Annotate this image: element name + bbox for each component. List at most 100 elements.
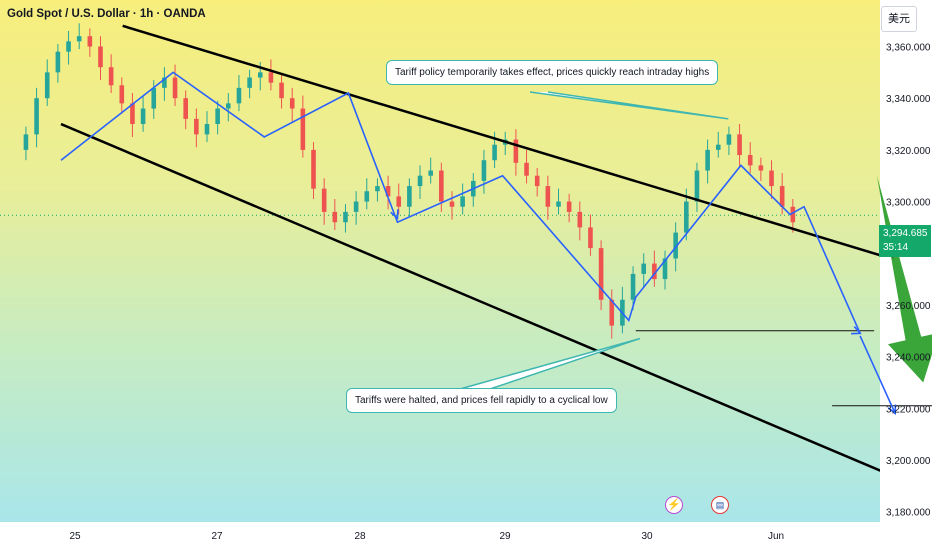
candle-body (407, 186, 412, 207)
x-tick-label: 30 (641, 531, 653, 542)
candle-body (588, 227, 593, 249)
candle-body (172, 77, 178, 99)
candle-body (140, 108, 146, 125)
candle-body (55, 51, 61, 73)
candle-body (769, 170, 774, 187)
x-tick-label: 29 (499, 531, 511, 542)
candle-body (694, 170, 700, 202)
candle-body (183, 98, 188, 119)
candle-body (779, 186, 785, 207)
candle-body (76, 36, 82, 42)
x-tick-label: 28 (354, 531, 366, 542)
candle-body (279, 82, 284, 99)
y-tick-label: 3,220.000 (886, 404, 931, 415)
path-arrowhead (390, 209, 399, 220)
candle-body (194, 118, 199, 135)
candle-body (289, 98, 295, 109)
candle-body (513, 139, 519, 163)
candle-body (151, 87, 157, 109)
path-arrowhead (851, 325, 862, 335)
candle-body (44, 72, 50, 99)
candle-body (417, 175, 423, 187)
candle-body (236, 87, 242, 104)
y-tick-label: 3,240.000 (886, 353, 931, 364)
candle-body (449, 201, 455, 207)
plot-area[interactable] (0, 0, 880, 522)
y-tick-label: 3,320.000 (886, 146, 931, 157)
annotation-bottom-pointer (459, 337, 641, 390)
candle-body (673, 232, 678, 259)
candle-body (684, 201, 689, 233)
candle-body (162, 77, 167, 88)
candle-body (726, 134, 732, 145)
candle-body (641, 263, 647, 274)
zigzag-path (60, 71, 861, 334)
x-tick-label: 27 (211, 531, 223, 542)
annotation-bottom[interactable]: Tariffs were halted, and prices fell rap… (346, 388, 617, 413)
y-tick-label: 3,360.000 (886, 43, 931, 54)
candle-body (247, 77, 252, 88)
candle-body (428, 170, 433, 176)
candle-body (598, 248, 604, 300)
candle-body (268, 72, 274, 83)
candle-body (396, 196, 402, 207)
candle-body (524, 162, 529, 176)
candle-body (385, 186, 391, 197)
candle-body (119, 85, 125, 104)
candle-body (23, 134, 29, 150)
candle-body (34, 98, 39, 135)
annotation-top-pointer (529, 91, 729, 120)
candle-body (609, 299, 615, 326)
last-price-value: 3,294.685 (883, 228, 928, 239)
annotation-top[interactable]: Tariff policy temporarily takes effect, … (386, 60, 719, 85)
price-axis[interactable] (880, 0, 932, 550)
last-price-tag: 3,294.685 35:14 (879, 225, 931, 257)
candle-body (332, 211, 338, 223)
candle-body (481, 160, 487, 181)
candle-body (630, 273, 636, 300)
symbol-title[interactable]: Gold Spot / U.S. Dollar · 1h · OANDA (7, 8, 206, 20)
candle-body (460, 196, 465, 207)
currency-button[interactable]: 美元 (881, 6, 917, 32)
countdown: 35:14 (883, 242, 909, 253)
candle-body (321, 188, 327, 212)
lightning-icon[interactable]: ⚡ (665, 496, 683, 514)
candle-body (715, 144, 721, 150)
candle-body (215, 108, 220, 125)
channel-lower-line (60, 122, 880, 472)
candle-body (534, 175, 540, 187)
candle-body (758, 165, 764, 171)
candle-body (577, 211, 583, 228)
candle-body (652, 263, 657, 280)
candle-body (556, 201, 561, 207)
candle-body (705, 149, 710, 171)
candle-body (226, 103, 231, 109)
y-tick-label: 3,180.000 (886, 508, 931, 519)
channel-upper-line (122, 24, 880, 257)
us-flag-icon[interactable]: ▤ (711, 496, 729, 514)
candle-body (545, 186, 551, 207)
y-tick-label: 3,200.000 (886, 456, 931, 467)
x-tick-label: Jun (768, 531, 784, 542)
candle-body (87, 36, 93, 47)
projection-arrowhead (887, 404, 897, 416)
candle-body (204, 124, 210, 135)
candle-body (343, 211, 348, 223)
candle-body (439, 170, 444, 202)
time-axis[interactable] (0, 522, 880, 550)
candle-body (130, 103, 135, 125)
candle-body (492, 144, 497, 161)
y-tick-label: 3,260.000 (886, 301, 931, 312)
candle-body (98, 46, 103, 68)
y-tick-label: 3,300.000 (886, 198, 931, 209)
candle-body (257, 72, 263, 78)
candle-body (364, 191, 370, 202)
candle-body (353, 201, 359, 212)
candle-body (375, 186, 380, 192)
candle-body (66, 41, 71, 52)
candle-body (737, 134, 742, 156)
candle-body (300, 108, 306, 150)
candle-body (566, 201, 572, 212)
